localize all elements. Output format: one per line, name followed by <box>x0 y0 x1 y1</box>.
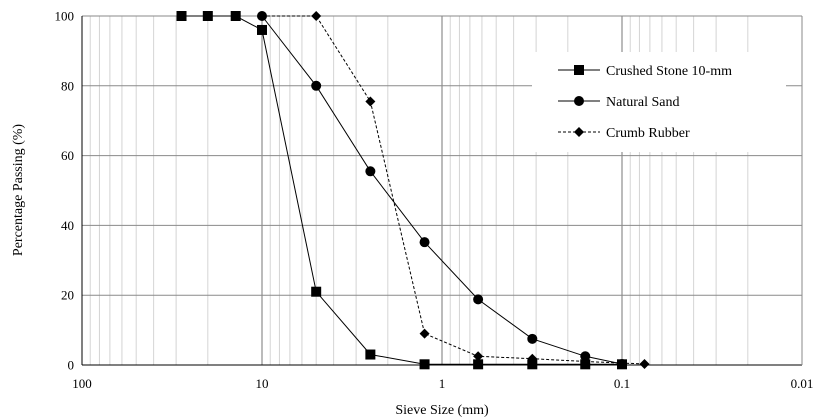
data-point-crumb-rubber <box>473 351 484 362</box>
data-point-crumb-rubber <box>311 11 322 21</box>
data-point-crumb-rubber <box>419 328 430 339</box>
data-point-natural-sand <box>419 237 430 248</box>
axes <box>81 16 803 366</box>
data-point-natural-sand <box>311 80 322 91</box>
legend: Crushed Stone 10-mm Natural Sand Crumb Rub… <box>532 52 786 152</box>
series-line-crumb-rubber <box>262 15 645 365</box>
x-tick-label: 0.01 <box>791 376 814 391</box>
data-point-crumb-rubber <box>257 11 267 21</box>
data-point-crumb-rubber <box>580 356 591 367</box>
data-point-natural-sand <box>617 358 627 369</box>
data-point-crumb-rubber <box>639 358 650 369</box>
tick-labels: 0 20 40 60 80 100 100 10 1 0.1 0.01 <box>55 9 814 392</box>
data-point-crushed-stone-10-mm <box>473 359 484 370</box>
data-point-crushed-stone-10-mm <box>365 349 376 360</box>
y-tick-label: 100 <box>55 9 75 24</box>
y-tick-label: 20 <box>61 288 74 303</box>
y-tick-label: 40 <box>61 218 74 233</box>
data-point-crushed-stone-10-mm <box>230 11 241 21</box>
data-point-crumb-rubber <box>365 96 376 107</box>
data-point-natural-sand <box>580 351 591 362</box>
data-point-natural-sand <box>473 294 484 305</box>
y-axis-title: Percentage Passing (%) <box>11 124 26 257</box>
x-tick-label: 0.1 <box>614 376 630 391</box>
x-tick-label: 1 <box>439 376 446 391</box>
legend-marker-crumb-rubber <box>574 127 584 137</box>
data-point-crushed-stone-10-mm <box>202 11 213 21</box>
data-point-crushed-stone-10-mm <box>176 11 187 21</box>
y-tick-label: 60 <box>61 148 74 163</box>
legend-marker-natural-sand <box>574 96 584 106</box>
data-point-crushed-stone-10-mm <box>527 359 538 370</box>
data-point-natural-sand <box>527 333 538 344</box>
legend-label-crumb-rubber: Crumb Rubber <box>606 126 690 141</box>
data-point-crushed-stone-10-mm <box>419 359 430 370</box>
legend-marker-crushed-stone-10-mm <box>574 65 584 75</box>
legend-label-crushed-stone-10-mm: Crushed Stone 10-mm <box>606 64 732 79</box>
data-point-crumb-rubber <box>527 353 538 364</box>
legend-label-natural-sand: Natural Sand <box>606 95 679 110</box>
x-tick-label: 100 <box>72 376 92 391</box>
data-point-crushed-stone-10-mm <box>257 24 267 35</box>
x-axis-title: Sieve Size (mm) <box>395 403 489 418</box>
series-line-natural-sand <box>261 15 623 365</box>
x-tick-label: 10 <box>256 376 269 391</box>
data-point-natural-sand <box>365 166 376 177</box>
series-group <box>176 11 650 370</box>
y-tick-label: 0 <box>68 358 75 373</box>
data-point-crushed-stone-10-mm <box>311 286 322 297</box>
y-tick-label: 80 <box>61 78 74 93</box>
